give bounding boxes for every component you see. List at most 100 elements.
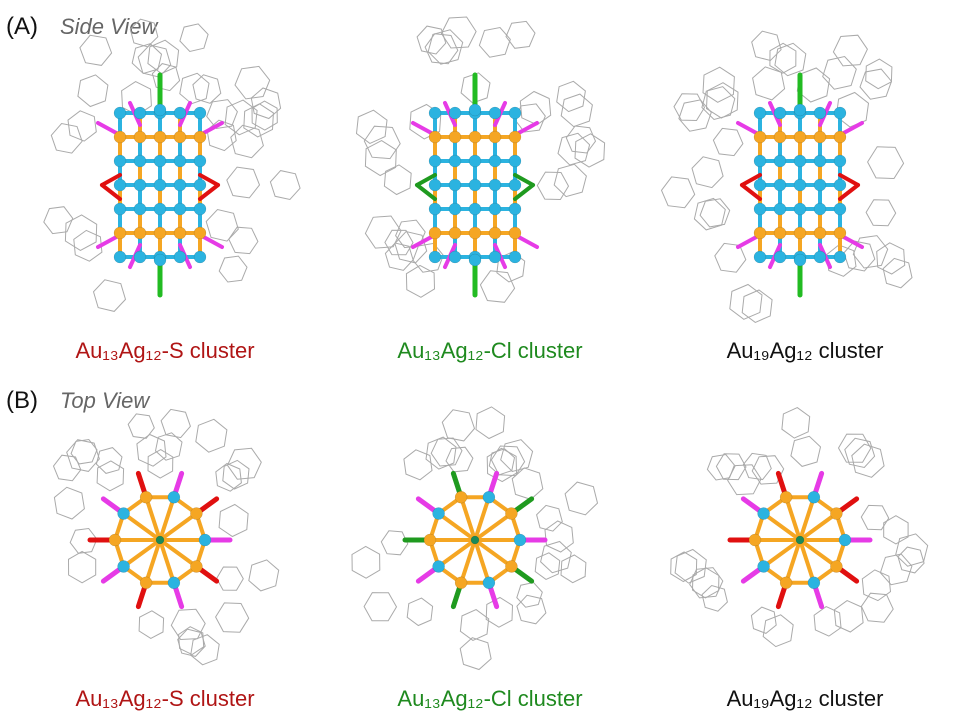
ligand	[218, 503, 249, 538]
bond	[158, 538, 199, 569]
ligand	[406, 597, 434, 627]
ligand	[224, 99, 258, 136]
ligand	[553, 163, 587, 198]
ligand	[234, 65, 271, 100]
cluster-caption: Au₁₃Ag₁₂-Cl cluster	[397, 338, 582, 363]
bond	[740, 183, 762, 201]
ligand	[557, 132, 591, 166]
ligand	[178, 626, 205, 656]
atom	[813, 130, 827, 144]
bond	[158, 495, 176, 542]
atom	[167, 490, 181, 504]
atom	[813, 154, 827, 168]
atom	[173, 226, 187, 240]
ligand	[384, 229, 414, 256]
atom	[153, 226, 167, 240]
atom	[117, 560, 130, 573]
atom	[448, 106, 462, 120]
bond	[459, 538, 477, 585]
bond	[100, 173, 122, 187]
ligand	[424, 33, 459, 65]
atom	[153, 154, 167, 168]
ligand	[833, 600, 864, 633]
atom	[133, 226, 147, 240]
cluster-caption: Au₁₉Ag₁₂ cluster	[727, 686, 884, 711]
ligand	[861, 569, 892, 602]
atom	[117, 507, 130, 520]
ligand	[216, 566, 244, 591]
ligand	[852, 235, 889, 269]
atom	[193, 202, 207, 216]
ligand	[351, 545, 381, 579]
ligand	[67, 110, 97, 142]
atom	[773, 250, 787, 264]
ligand	[380, 530, 409, 556]
cluster-caption: Au₁₉Ag₁₂ cluster	[727, 338, 884, 363]
ligand	[269, 170, 301, 201]
atom	[198, 533, 212, 547]
ligand	[488, 448, 516, 476]
atom	[173, 106, 187, 120]
atom	[139, 490, 153, 504]
atom	[173, 154, 187, 168]
atom	[807, 576, 821, 590]
bond	[798, 511, 839, 542]
atom	[432, 507, 445, 520]
ligand	[876, 242, 906, 275]
ligand	[505, 20, 536, 49]
bond	[436, 511, 477, 542]
bond	[784, 538, 802, 585]
bond	[798, 495, 816, 542]
atom	[488, 250, 502, 264]
bond	[513, 183, 535, 201]
ligand	[702, 66, 735, 103]
atom	[779, 490, 793, 504]
atom	[113, 178, 127, 192]
ligand	[95, 447, 123, 474]
atom	[448, 250, 462, 264]
ligand	[699, 198, 731, 228]
ligand	[427, 29, 464, 65]
ligand	[53, 486, 85, 520]
atom	[793, 103, 807, 117]
bond	[415, 183, 437, 201]
atom	[813, 178, 827, 192]
atom	[830, 560, 843, 573]
ligand	[691, 156, 724, 189]
ligand	[50, 122, 83, 154]
bond	[838, 173, 860, 187]
atom	[508, 250, 522, 264]
ligand	[383, 164, 412, 196]
bond	[158, 538, 176, 585]
ligand	[540, 540, 572, 574]
bond	[761, 538, 802, 569]
ligand	[136, 433, 167, 467]
atom	[423, 533, 437, 547]
bond	[415, 173, 437, 187]
atom	[508, 130, 522, 144]
atom	[113, 226, 127, 240]
ligand	[459, 637, 492, 671]
ligand	[565, 125, 597, 154]
atom	[173, 130, 187, 144]
ligand	[179, 23, 209, 53]
ligand	[154, 432, 183, 461]
ligand	[192, 74, 222, 104]
ligand	[560, 93, 593, 128]
atom	[508, 178, 522, 192]
structures	[43, 16, 929, 671]
atom	[753, 106, 767, 120]
atom	[482, 490, 496, 504]
atom	[468, 154, 482, 168]
ligand	[774, 42, 807, 77]
atom	[505, 560, 518, 573]
atom	[773, 154, 787, 168]
cluster-caption: Au₁₃Ag₁₂-S cluster	[75, 338, 254, 363]
ligand	[781, 407, 811, 439]
ligand	[127, 413, 155, 439]
atom	[113, 106, 127, 120]
atom	[753, 202, 767, 216]
ligand	[844, 437, 876, 469]
ligand	[363, 592, 398, 622]
atom	[748, 533, 762, 547]
